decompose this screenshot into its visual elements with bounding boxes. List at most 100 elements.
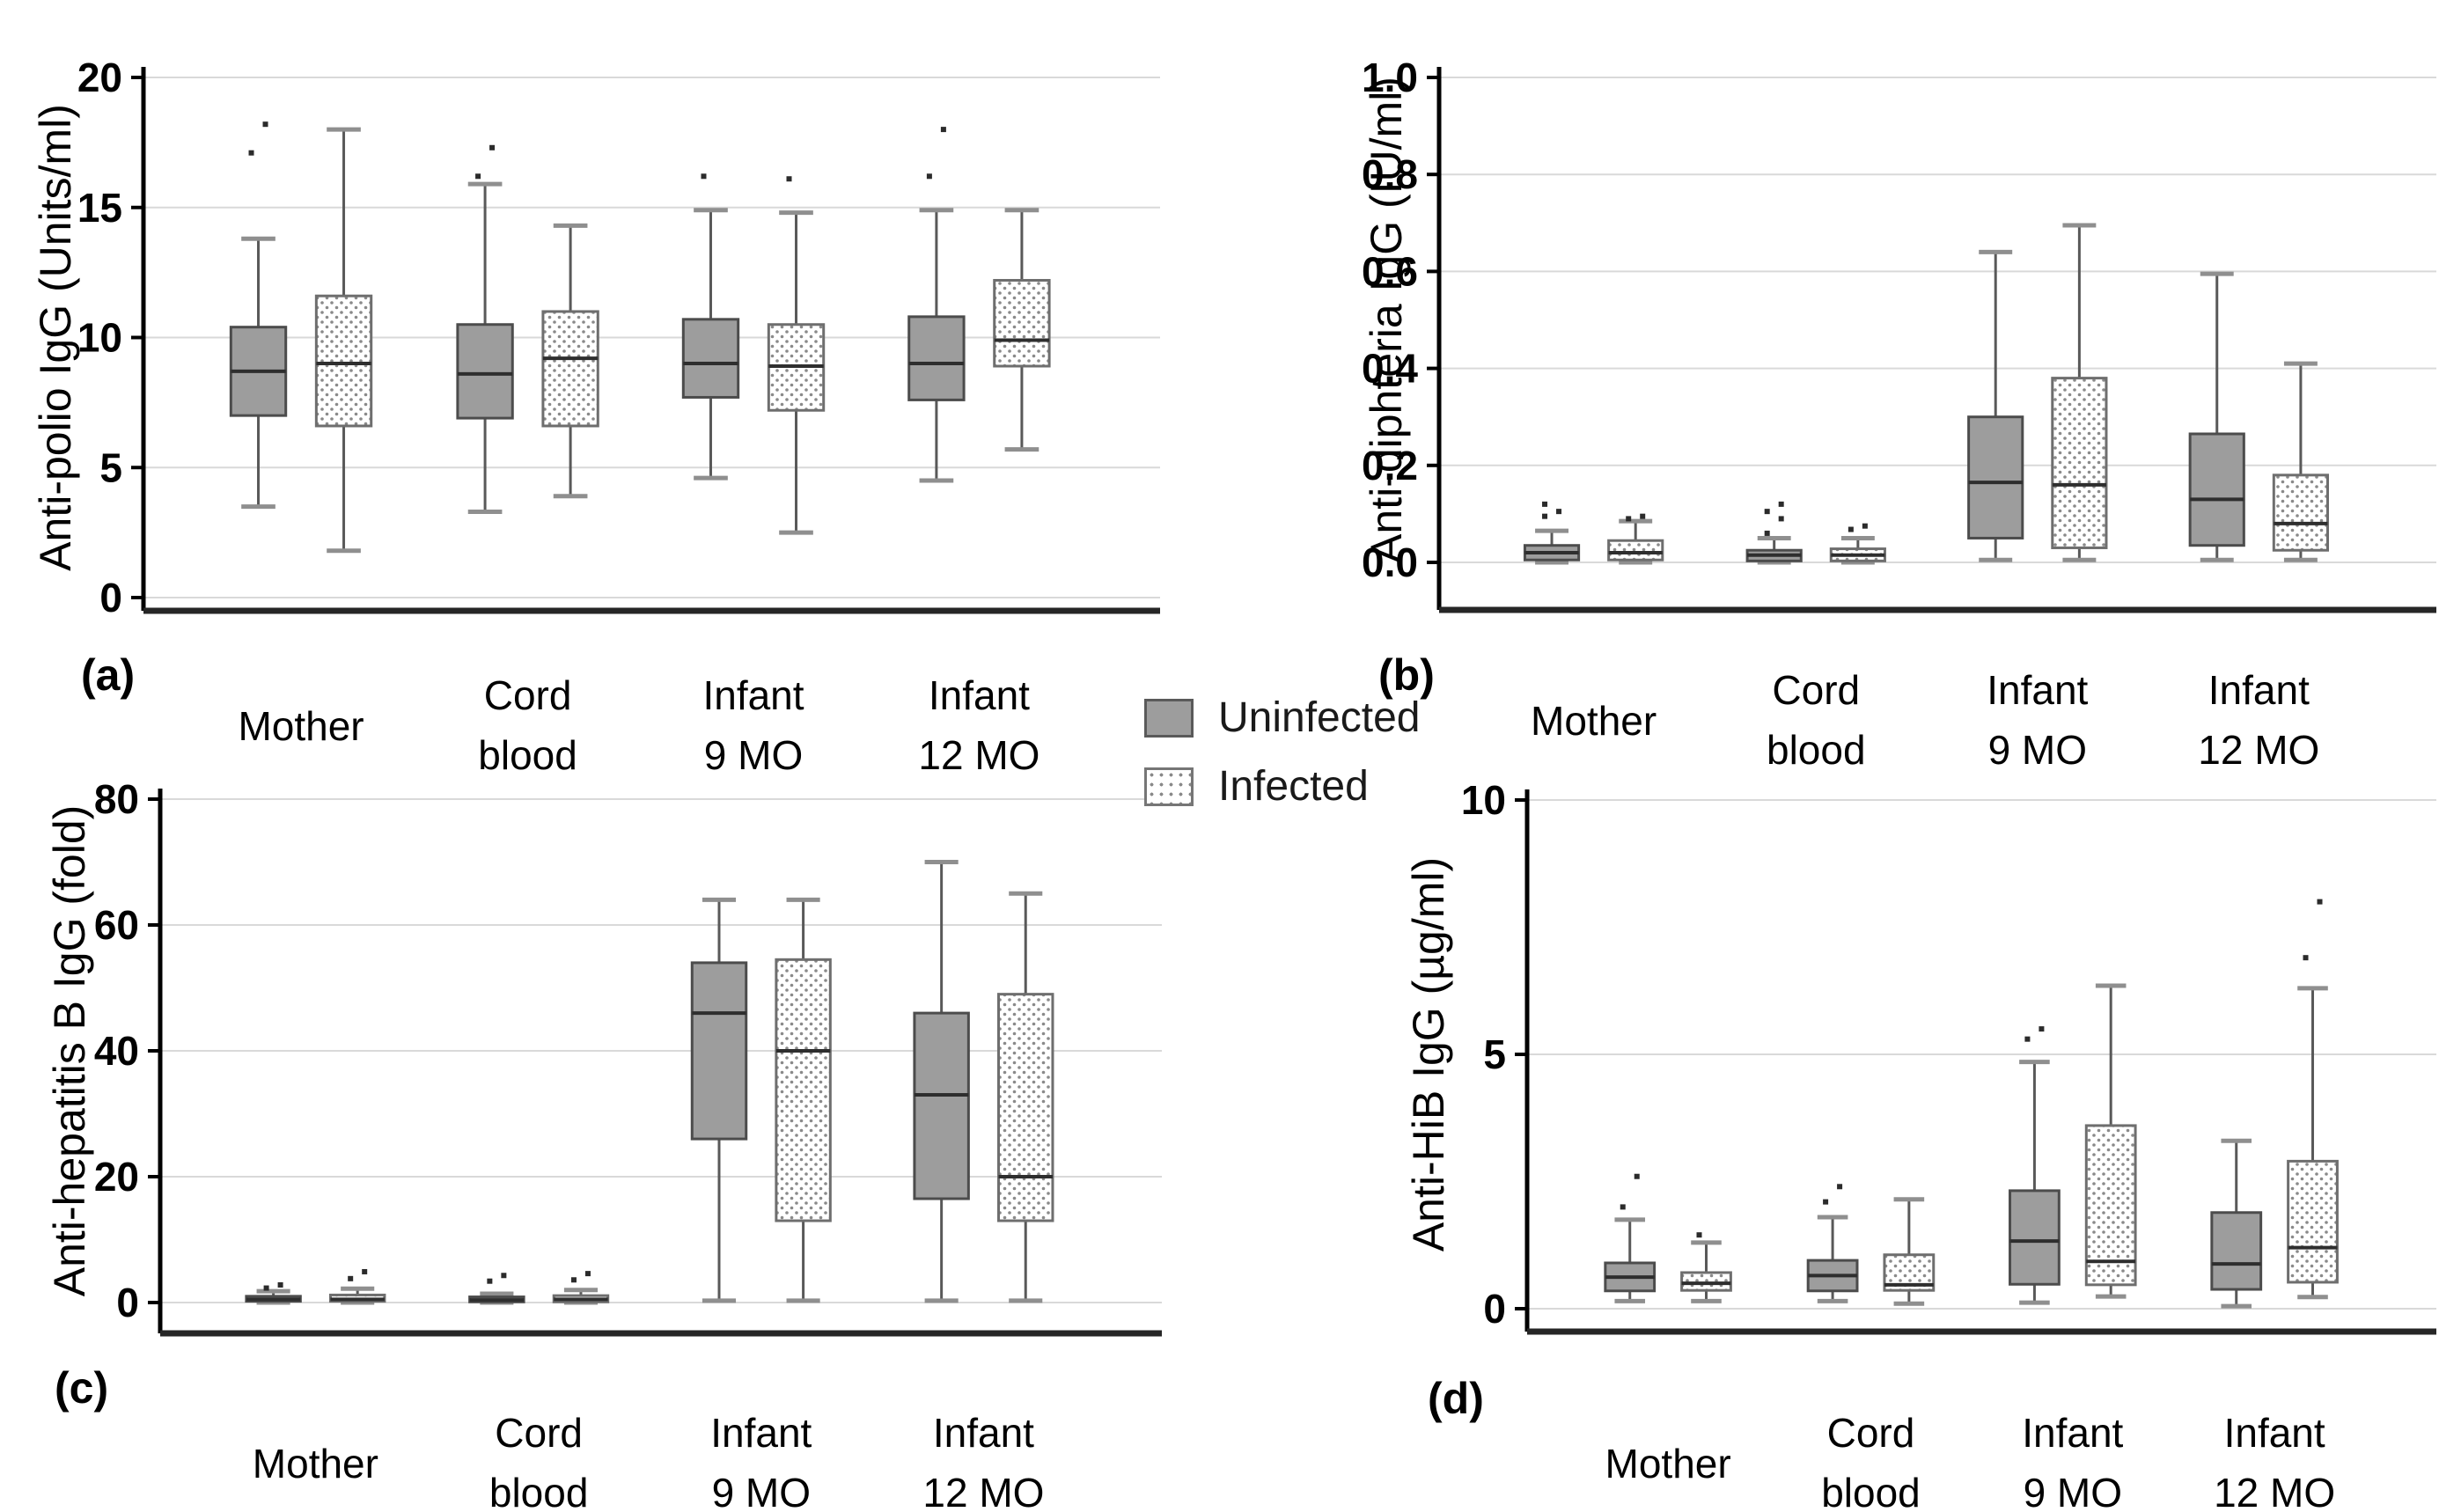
- box-b-uninfected-3: [2188, 271, 2245, 562]
- box-rect-infected: [2287, 1159, 2339, 1284]
- outlier-dot: [1696, 1232, 1702, 1238]
- box-rect-infected: [1680, 1271, 1732, 1292]
- box-rect-infected: [1607, 539, 1664, 561]
- box-d-infected-3: [2287, 899, 2339, 1300]
- outlier-dot: [1764, 530, 1770, 536]
- x-tick-label-a-2-line2: 9 MO: [704, 732, 803, 778]
- x-tick-label-c-0: Mother: [253, 1441, 378, 1486]
- x-tick-label-a-3-line2: 12 MO: [918, 732, 1039, 778]
- outlier-dot: [348, 1275, 354, 1281]
- x-tick-label-c-1-line1: Cord: [495, 1410, 583, 1456]
- box-a-infected-2: [767, 176, 826, 535]
- panel-letter-a: (a): [81, 650, 135, 700]
- x-tick-label-a-1-line2: blood: [478, 732, 577, 778]
- box-d-uninfected-0: [1604, 1173, 1657, 1303]
- box-a-infected-1: [541, 223, 599, 499]
- solid-gray-swatch: [1144, 699, 1194, 738]
- legend-label-uninfected: Uninfected: [1218, 694, 1421, 741]
- x-tick-label-d-3-line2: 12 MO: [2214, 1470, 2335, 1512]
- outlier-dot: [926, 173, 932, 180]
- outlier-dot: [1778, 516, 1784, 522]
- y-tick-label-a-20: 20: [77, 55, 122, 100]
- x-tick-label-b-1-line2: blood: [1767, 727, 1866, 773]
- outlier-dot: [263, 1285, 269, 1291]
- box-c-uninfected-0: [245, 1281, 302, 1305]
- x-tick-label-b-0: Mother: [1531, 698, 1657, 744]
- y-tick-label-c-20: 20: [94, 1154, 139, 1200]
- box-rect-infected: [2084, 1124, 2137, 1287]
- y-axis-title-c: Anti-hepatitis B IgG (fold): [45, 805, 94, 1297]
- outlier-dot: [1823, 1199, 1829, 1205]
- x-tick-label-c-2-line2: 9 MO: [712, 1470, 811, 1512]
- outlier-dot: [1778, 501, 1784, 507]
- box-d-infected-2: [2084, 983, 2137, 1299]
- panel-letter-c: (c): [55, 1363, 108, 1413]
- x-tick-label-b-3-line1: Infant: [2208, 667, 2310, 713]
- outlier-dot: [489, 144, 496, 150]
- box-rect-infected: [775, 958, 832, 1222]
- outlier-dot: [940, 127, 946, 133]
- outlier-dot: [2024, 1036, 2031, 1042]
- box-a-infected-3: [993, 208, 1051, 452]
- outlier-dot: [1837, 1184, 1843, 1190]
- x-tick-label-b-2-line2: 9 MO: [1988, 727, 2087, 773]
- box-rect-uninfected: [690, 961, 748, 1141]
- y-tick-label-d-10: 10: [1461, 777, 1506, 823]
- x-tick-label-c-3-line2: 12 MO: [922, 1470, 1044, 1512]
- box-c-infected-2: [775, 897, 832, 1303]
- x-tick-label-d-0: Mother: [1605, 1441, 1731, 1486]
- legend-label-infected: Infected: [1218, 763, 1369, 810]
- outlier-dot: [1620, 1204, 1626, 1210]
- box-d-uninfected-1: [1806, 1184, 1859, 1303]
- outlier-dot: [1542, 501, 1548, 507]
- x-tick-label-d-2-line1: Infant: [2022, 1410, 2123, 1456]
- x-tick-label-a-1-line1: Cord: [484, 672, 572, 718]
- y-tick-label-d-5: 5: [1483, 1031, 1506, 1077]
- outlier-dot: [475, 173, 481, 180]
- outlier-dot: [584, 1271, 591, 1277]
- box-d-infected-0: [1680, 1232, 1732, 1303]
- outlier-dot: [362, 1268, 368, 1274]
- outlier-dot: [786, 176, 792, 182]
- y-tick-label-c-60: 60: [94, 902, 139, 948]
- y-tick-label-b-1.0: 1.0: [1362, 55, 1418, 100]
- outlier-dot: [570, 1277, 577, 1283]
- box-a-uninfected-2: [681, 173, 740, 481]
- box-b-uninfected-2: [1967, 249, 2024, 562]
- x-tick-label-a-0: Mother: [238, 703, 364, 749]
- box-b-infected-1: [1829, 523, 1886, 565]
- box-c-uninfected-1: [468, 1273, 525, 1305]
- y-tick-label-b-0.2: 0.2: [1362, 443, 1418, 488]
- box-d-infected-1: [1883, 1197, 1936, 1306]
- x-tick-label-c-2-line1: Infant: [710, 1410, 812, 1456]
- x-tick-label-d-2-line2: 9 MO: [2024, 1470, 2122, 1512]
- x-tick-label-b-1-line1: Cord: [1772, 667, 1860, 713]
- legend-item-uninfected: Uninfected: [1144, 697, 1420, 739]
- y-tick-label-a-5: 5: [99, 444, 122, 490]
- y-axis-title-d: Anti-HiB IgG (µg/ml): [1404, 857, 1453, 1251]
- panel-letter-d: (d): [1428, 1374, 1484, 1423]
- box-rect-uninfected: [2188, 432, 2245, 547]
- box-a-uninfected-0: [229, 121, 288, 510]
- y-tick-label-c-0: 0: [116, 1280, 139, 1325]
- box-b-infected-2: [2051, 223, 2108, 562]
- box-rect-uninfected: [907, 315, 966, 401]
- box-a-uninfected-3: [907, 127, 966, 483]
- box-b-infected-0: [1607, 513, 1664, 565]
- outlier-dot: [1626, 516, 1632, 522]
- outlier-dot: [277, 1281, 283, 1288]
- box-rect-infected: [2051, 377, 2108, 549]
- x-tick-label-a-2-line1: Infant: [702, 672, 804, 718]
- box-rect-uninfected: [681, 318, 740, 399]
- x-tick-label-c-3-line1: Infant: [933, 1410, 1034, 1456]
- x-tick-label-b-3-line2: 12 MO: [2198, 727, 2319, 773]
- box-d-uninfected-3: [2210, 1138, 2263, 1309]
- box-rect-infected: [2272, 473, 2330, 552]
- box-rect-uninfected: [913, 1011, 970, 1200]
- box-c-infected-3: [997, 891, 1054, 1303]
